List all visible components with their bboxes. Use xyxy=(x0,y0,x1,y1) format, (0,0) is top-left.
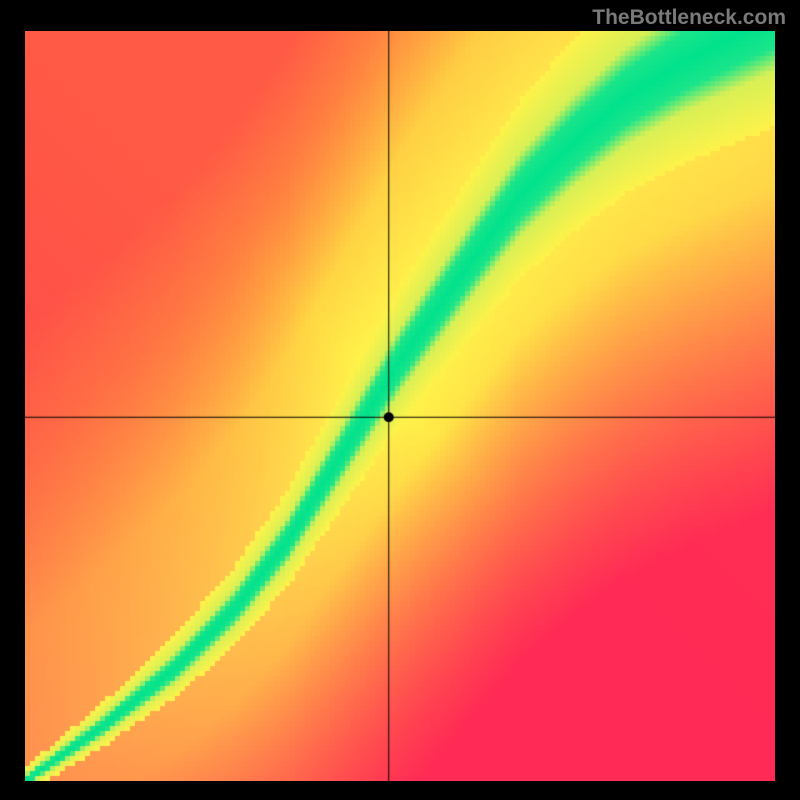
watermark-text: TheBottleneck.com xyxy=(592,6,786,30)
bottleneck-heatmap xyxy=(25,31,775,781)
chart-container: TheBottleneck.com xyxy=(0,0,800,800)
